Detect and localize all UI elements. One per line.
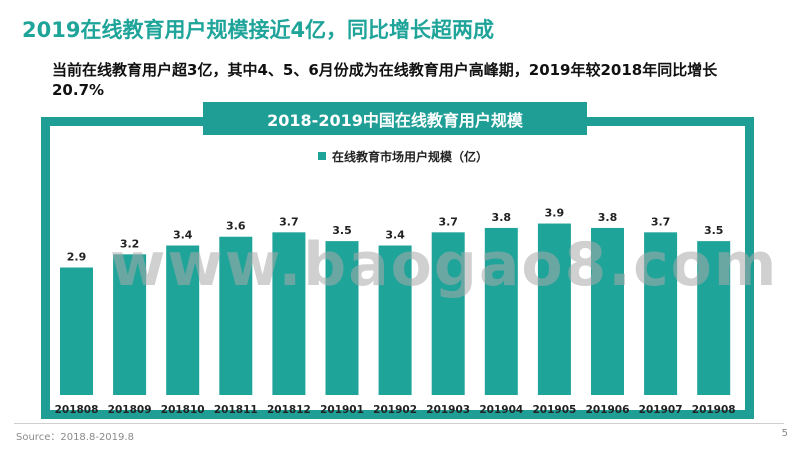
bar-201901 (325, 241, 359, 395)
bar-201902 (378, 245, 412, 395)
chart-title: 2018-2019中国在线教育用户规模 (203, 102, 587, 135)
tick-label-201808: 201808 (55, 404, 99, 416)
data-label-201907: 3.7 (651, 215, 671, 228)
legend-label: 在线教育市场用户规模（亿） (332, 149, 489, 164)
bar-201810 (166, 245, 200, 395)
footer-divider (14, 423, 784, 424)
data-label-201808: 2.9 (67, 251, 87, 264)
bar-201903 (431, 232, 465, 395)
data-label-201906: 3.8 (598, 211, 618, 224)
data-label-201811: 3.6 (226, 220, 246, 233)
tick-label-201905: 201905 (532, 404, 576, 416)
data-label-201812: 3.7 (279, 215, 299, 228)
page-headline: 2019在线教育用户规模接近4亿，同比增长超两成 (22, 18, 495, 42)
bar-201908 (697, 241, 731, 395)
data-label-201809: 3.2 (120, 237, 140, 250)
data-label-201810: 3.4 (173, 229, 193, 242)
tick-label-201811: 201811 (214, 404, 258, 416)
bar-201907 (644, 232, 678, 395)
chart-legend: 在线教育市场用户规模（亿） (318, 148, 488, 164)
page-number: 5 (781, 428, 788, 439)
source-note: Source：2018.8-2019.8 (16, 432, 134, 443)
tick-label-201812: 201812 (267, 404, 311, 416)
data-label-201908: 3.5 (704, 224, 724, 237)
bar-201809 (113, 254, 147, 395)
bar-201905 (537, 223, 571, 395)
tick-label-201908: 201908 (692, 404, 736, 416)
tick-label-201906: 201906 (586, 404, 630, 416)
bar-201808 (60, 267, 93, 395)
legend-swatch (318, 152, 326, 160)
data-label-201903: 3.7 (438, 215, 458, 228)
bar-201811 (219, 236, 253, 395)
data-label-201901: 3.5 (332, 224, 352, 237)
tick-label-201901: 201901 (320, 404, 364, 416)
data-label-201902: 3.4 (385, 229, 405, 242)
watermark: www.baogao8.com (110, 230, 779, 300)
data-label-201905: 3.9 (545, 207, 565, 220)
tick-label-201809: 201809 (108, 404, 152, 416)
tick-label-201810: 201810 (161, 404, 205, 416)
tick-label-201902: 201902 (373, 404, 417, 416)
tick-label-201903: 201903 (426, 404, 470, 416)
tick-label-201904: 201904 (479, 404, 523, 416)
page-subtitle: 当前在线教育用户超3亿，其中4、5、6月份成为在线教育用户高峰期，2019年较2… (52, 61, 718, 99)
bar-201904 (484, 227, 518, 395)
tick-label-201907: 201907 (639, 404, 683, 416)
bar-201812 (272, 232, 306, 395)
bar-201906 (591, 227, 624, 395)
data-label-201904: 3.8 (492, 211, 512, 224)
